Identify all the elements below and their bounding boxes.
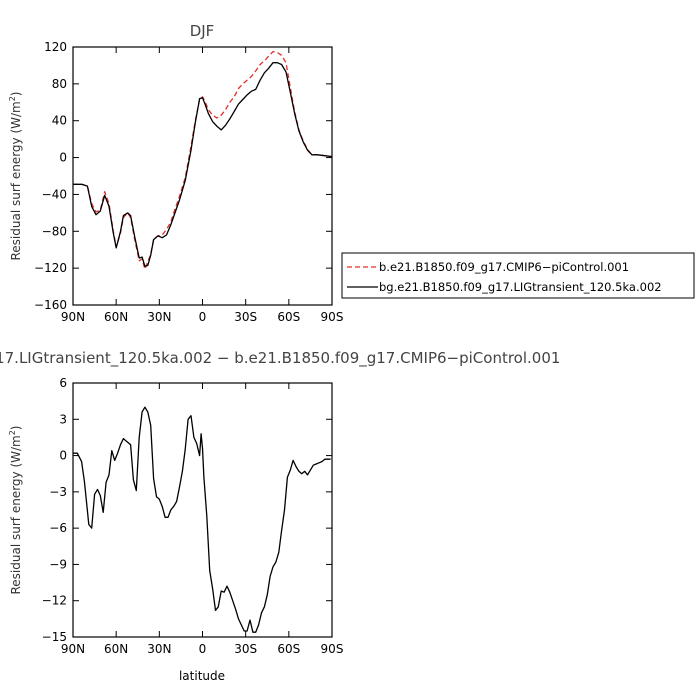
y-tick-label: −160: [34, 298, 67, 312]
bottom-panel: bg.e21.B1850.f09_g17.LIGtransient_120.5k…: [0, 349, 560, 683]
series-line-0: [73, 406, 331, 633]
top-x-axis: 90N 60N 30N 0 30S 60S 90S: [61, 47, 344, 324]
x-tick-label: 30N: [147, 642, 171, 656]
x-tick-label: 90S: [321, 642, 344, 656]
x-tick-label: 60S: [277, 642, 300, 656]
bottom-y-axis-label: Residual surf energy (W/m2): [8, 425, 23, 594]
series-line-1: [73, 62, 333, 267]
y-tick-label: 0: [59, 449, 67, 463]
x-tick-label: 60N: [104, 310, 128, 324]
x-tick-label: 30S: [234, 642, 257, 656]
y-tick-label: −12: [42, 594, 67, 608]
top-chart-title: DJF: [190, 22, 215, 40]
top-y-axis: −160 −120 −80 −40 0 40 80 120: [34, 40, 332, 312]
x-tick-label: 0: [199, 642, 207, 656]
x-tick-label: 30N: [147, 310, 171, 324]
y-tick-label: 3: [59, 412, 67, 426]
y-tick-label: −6: [49, 521, 67, 535]
top-plot-frame: [72, 46, 333, 306]
y-tick-label: 80: [52, 77, 67, 91]
bottom-x-axis: 90N 60N 30N 0 30S 60S 90S: [61, 383, 344, 656]
series-line-0: [73, 50, 333, 270]
y-tick-label: −9: [49, 557, 67, 571]
x-tick-label: 0: [199, 310, 207, 324]
legend-box: [341, 252, 695, 299]
y-tick-label: −3: [49, 485, 67, 499]
y-tick-label: −80: [42, 224, 67, 238]
x-tick-label: 30S: [234, 310, 257, 324]
bottom-series-group: [73, 406, 331, 633]
y-tick-label: 6: [59, 376, 67, 390]
legend: b.e21.B1850.f09_g17.CMIP6−piControl.001 …: [341, 252, 695, 299]
x-tick-label: 90N: [61, 642, 85, 656]
top-y-axis-label: Residual surf energy (W/m2): [8, 91, 23, 260]
x-tick-label: 60S: [277, 310, 300, 324]
y-tick-label: 0: [59, 151, 67, 165]
bottom-x-axis-label: latitude: [179, 669, 225, 683]
bottom-plot-frame: [72, 382, 333, 638]
y-tick-label: 120: [44, 40, 67, 54]
y-tick-label: −120: [34, 261, 67, 275]
y-tick-label: 40: [52, 114, 67, 128]
x-tick-label: 90S: [321, 310, 344, 324]
x-tick-label: 60N: [104, 642, 128, 656]
bottom-chart-title: bg.e21.B1850.f09_g17.LIGtransient_120.5k…: [0, 349, 560, 368]
y-tick-label: −15: [42, 630, 67, 644]
x-tick-label: 90N: [61, 310, 85, 324]
legend-label-control: b.e21.B1850.f09_g17.CMIP6−piControl.001: [379, 260, 629, 274]
bottom-y-axis: −15 −12 −9 −6 −3 0 3 6: [42, 376, 332, 644]
y-tick-label: −40: [42, 187, 67, 201]
top-series-group: [73, 50, 333, 270]
legend-label-lig: bg.e21.B1850.f09_g17.LIGtransient_120.5k…: [379, 280, 662, 294]
top-panel: DJF −160 −120 −80 −40 0 40 80 120 90N 60N 30N 0 30S…: [8, 22, 343, 324]
